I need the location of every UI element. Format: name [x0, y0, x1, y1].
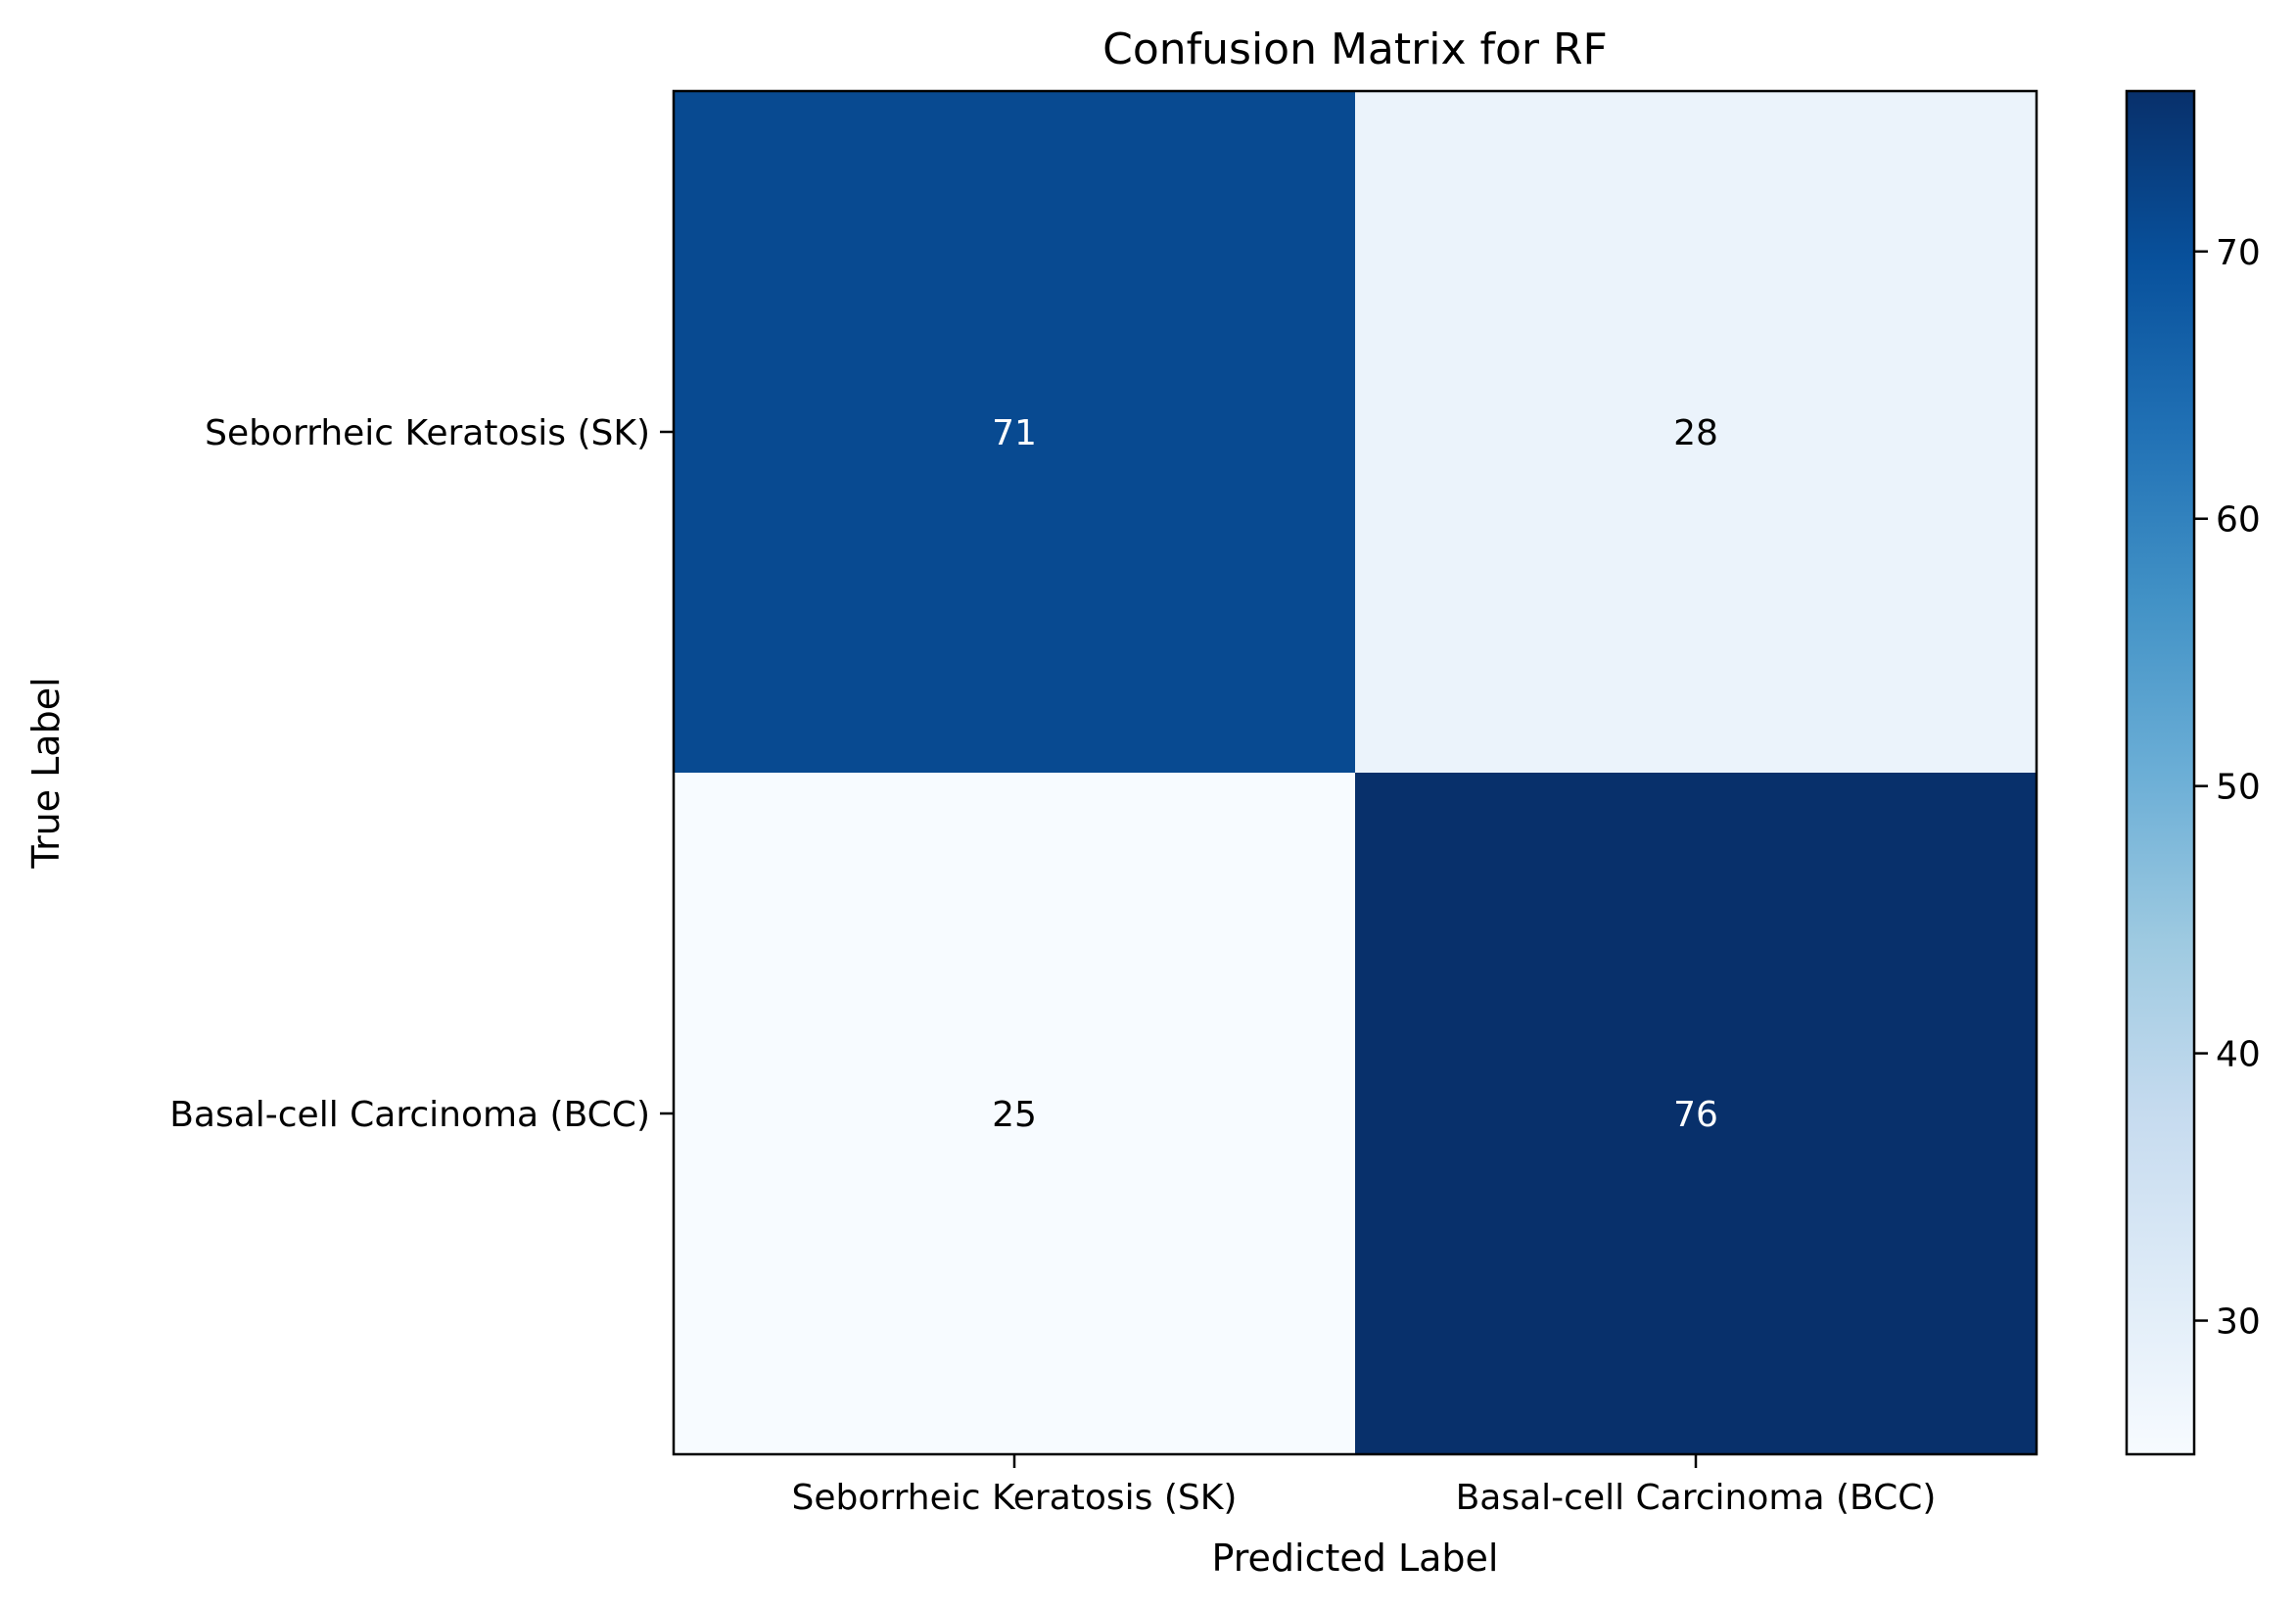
x-axis-label: Predicted Label: [1212, 1537, 1499, 1580]
colorbar-tick-label: 70: [2216, 233, 2261, 273]
colorbar-tick-label: 50: [2216, 768, 2261, 808]
colorbar-tick-label: 40: [2216, 1035, 2261, 1075]
cell-value-label: 71: [992, 413, 1037, 453]
heatmap-cell: [674, 773, 1355, 1454]
chart-title: Confusion Matrix for RF: [1102, 24, 1608, 74]
heatmap-cell: [674, 91, 1355, 773]
colorbar-tick-label: 30: [2216, 1302, 2261, 1343]
colorbar: 30 40 50 60 70: [2125, 89, 2261, 1456]
y-axis-ticks: Seborrheic Keratosis (SK) Basal-cell Carc…: [169, 413, 674, 1135]
cell-value-label: 76: [1673, 1095, 1718, 1135]
x-tick-label: Basal-cell Carcinoma (BCC): [1456, 1478, 1937, 1518]
cell-value-label: 28: [1673, 413, 1718, 453]
plot-frame: [672, 89, 2038, 1456]
y-axis-label: True Label: [24, 677, 68, 869]
y-tick-label: Seborrheic Keratosis (SK): [205, 413, 650, 453]
heatmap-cells: 71 28 25 76: [674, 91, 2037, 1454]
x-tick-label: Seborrheic Keratosis (SK): [792, 1478, 1238, 1518]
x-axis-ticks: Seborrheic Keratosis (SK) Basal-cell Carc…: [792, 1454, 1937, 1518]
heatmap-cell: [1355, 773, 2037, 1454]
y-tick-label: Basal-cell Carcinoma (BCC): [169, 1095, 650, 1135]
colorbar-gradient: [2125, 89, 2196, 1456]
colorbar-tick-label: 60: [2216, 500, 2261, 541]
heatmap-cell: [1355, 91, 2037, 773]
colorbar-ticks: 30 40 50 60 70: [2194, 233, 2261, 1343]
cell-value-label: 25: [992, 1095, 1037, 1135]
